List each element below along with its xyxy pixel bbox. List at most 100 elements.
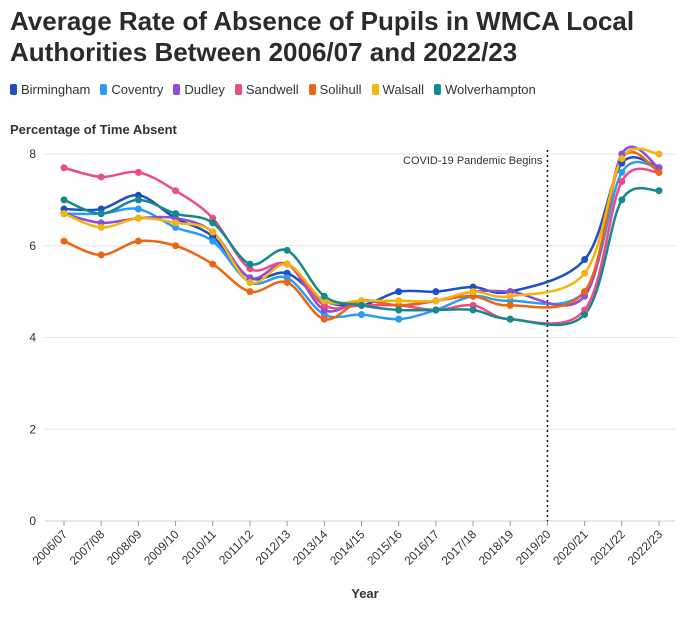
data-point [209, 219, 217, 227]
data-point [246, 288, 254, 296]
data-point [655, 187, 663, 195]
covid-annotation: COVID-19 Pandemic Begins [403, 155, 543, 167]
x-tick-label: 2009/10 [141, 527, 182, 568]
legend-label: Coventry [111, 82, 164, 97]
data-point [60, 164, 68, 172]
data-point [97, 251, 105, 259]
data-point [60, 210, 68, 218]
series-line [62, 166, 661, 325]
data-point [469, 288, 477, 296]
data-point [172, 242, 180, 250]
data-point [209, 228, 217, 236]
data-point [469, 306, 477, 314]
data-point [134, 168, 142, 176]
data-point [97, 210, 105, 218]
y-tick-label: 4 [29, 331, 36, 345]
legend-item: Dudley [173, 82, 225, 97]
legend-swatch [100, 84, 108, 95]
x-tick-label: 2018/19 [476, 527, 517, 568]
legend-label: Walsall [382, 82, 424, 97]
series-line [62, 186, 661, 327]
data-point [246, 260, 254, 268]
data-point [581, 269, 589, 277]
legend-item: Walsall [371, 82, 424, 97]
x-tick-label: 2016/17 [401, 527, 442, 568]
data-point [97, 173, 105, 181]
data-point [506, 301, 514, 309]
y-tick-label: 0 [29, 514, 36, 528]
legend-label: Birmingham [21, 82, 91, 97]
data-point [395, 297, 403, 305]
data-point [60, 237, 68, 245]
data-point [358, 301, 365, 309]
x-tick-label: 2019/20 [513, 527, 554, 568]
series-line [62, 147, 661, 305]
data-point [395, 306, 403, 314]
data-point [506, 292, 514, 300]
legend-label: Solihull [319, 82, 362, 97]
x-tick-label: 2017/18 [439, 527, 480, 568]
data-point [97, 223, 105, 231]
data-point [432, 288, 440, 296]
series-line [62, 145, 661, 313]
y-tick-label: 2 [29, 422, 36, 436]
legend-swatch [433, 84, 441, 95]
data-point [209, 260, 217, 268]
data-point [618, 155, 626, 163]
data-point [172, 210, 180, 218]
legend-label: Sandwell [245, 82, 299, 97]
data-point [432, 306, 440, 314]
y-tick-label: 8 [29, 147, 36, 161]
x-tick-label: 2022/23 [625, 527, 666, 568]
legend-swatch [173, 84, 181, 95]
data-point [209, 237, 217, 245]
legend-label: Wolverhampton [444, 82, 536, 97]
data-point [655, 168, 663, 176]
legend-item: Sandwell [234, 82, 299, 97]
data-point [432, 297, 440, 305]
data-point [618, 178, 626, 186]
data-point [283, 278, 291, 286]
data-point [320, 292, 328, 300]
data-point [134, 237, 142, 245]
x-tick-label: 2015/16 [364, 527, 405, 568]
x-tick-label: 2021/22 [587, 527, 628, 568]
y-axis-label: Percentage of Time Absent [10, 122, 177, 137]
data-point [395, 315, 403, 323]
data-point [172, 219, 180, 227]
x-tick-label: 2012/13 [253, 527, 294, 568]
data-point [60, 196, 68, 204]
data-point [172, 187, 180, 195]
data-point [618, 196, 626, 204]
x-tick-label: 2007/08 [67, 527, 108, 568]
x-tick-label: 2011/12 [216, 527, 256, 567]
legend-item: Coventry [100, 82, 163, 97]
data-point [283, 260, 291, 268]
legend-item: Solihull [308, 82, 362, 97]
chart-title: Average Rate of Absence of Pupils in WMC… [10, 6, 635, 67]
x-tick-label: 2013/14 [290, 527, 331, 568]
data-point [134, 214, 142, 222]
legend-swatch [308, 84, 316, 95]
data-point [395, 288, 403, 296]
data-point [581, 288, 589, 296]
data-point [134, 205, 142, 213]
data-point [655, 150, 663, 158]
data-point [581, 311, 589, 319]
data-point [618, 168, 626, 176]
x-tick-label: 2014/15 [327, 527, 368, 568]
legend-swatch [10, 84, 17, 95]
legend-label: Dudley [184, 82, 225, 97]
legend-swatch [234, 84, 242, 95]
x-tick-label: 2008/09 [104, 527, 145, 568]
legend-item: Wolverhampton [433, 82, 536, 97]
data-point [358, 311, 365, 319]
data-point [506, 315, 514, 323]
x-tick-label: 2020/21 [550, 527, 591, 568]
y-tick-label: 6 [29, 239, 36, 253]
x-axis-title: Year [351, 586, 378, 601]
data-point [581, 256, 589, 264]
data-point [246, 278, 254, 286]
data-point [134, 196, 142, 204]
